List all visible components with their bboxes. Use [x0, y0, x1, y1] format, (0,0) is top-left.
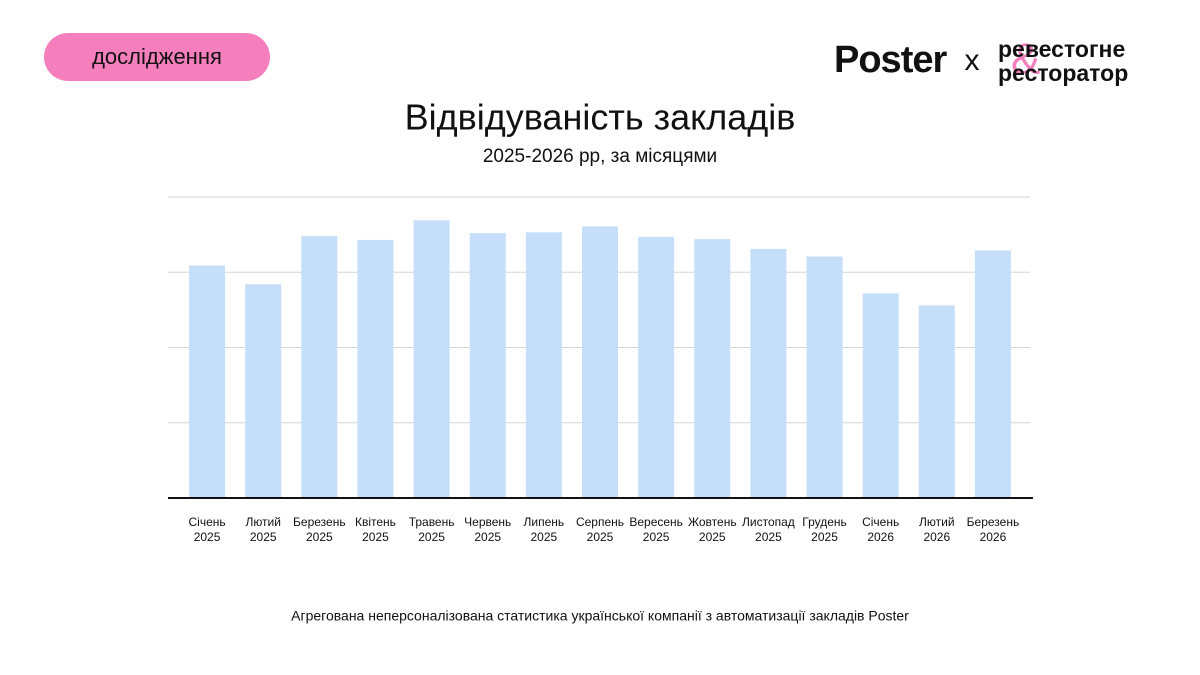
x-tick-month: Червень — [464, 515, 511, 529]
x-tick-month: Березень — [967, 515, 1020, 529]
x-tick-month: Лютий — [245, 515, 281, 529]
bar — [806, 256, 843, 498]
x-tick-year: 2026 — [923, 530, 950, 544]
x-tick-year: 2025 — [755, 530, 782, 544]
x-tick-month: Липень — [524, 515, 565, 529]
bar — [750, 248, 787, 498]
x-tick-label: Вересень 2025 — [629, 515, 683, 544]
x-tick-month: Грудень — [802, 515, 847, 529]
bar — [638, 236, 675, 498]
x-tick-year: 2025 — [811, 530, 838, 544]
x-tick-label: Травень 2025 — [409, 515, 455, 544]
bar — [189, 265, 226, 498]
bar — [245, 284, 282, 498]
x-tick-label: Січень 2026 — [862, 515, 899, 544]
x-tick-label: Березень 2025 — [293, 515, 346, 544]
bar — [525, 232, 562, 498]
x-tick-year: 2025 — [194, 530, 221, 544]
bar — [413, 220, 450, 498]
x-tick-label: Квітень 2025 — [355, 515, 396, 544]
x-tick-label: Червень 2025 — [464, 515, 511, 544]
x-tick-year: 2025 — [531, 530, 558, 544]
x-tick-month: Травень — [409, 515, 455, 529]
x-tick-year: 2025 — [306, 530, 333, 544]
x-tick-month: Березень — [293, 515, 346, 529]
x-tick-month: Серпень — [576, 515, 624, 529]
logo-separator: x — [965, 44, 980, 77]
x-tick-month: Вересень — [629, 515, 683, 529]
x-tick-label: Лютий 2026 — [919, 515, 955, 544]
x-tick-year: 2025 — [587, 530, 614, 544]
x-tick-label: Липень 2025 — [524, 515, 565, 544]
x-tick-month: Січень — [188, 515, 225, 529]
partner-logo-top: ревестогне — [998, 36, 1125, 62]
brand-logo: Poster — [834, 39, 947, 81]
bar — [357, 239, 394, 498]
partner-mark: & — [1011, 35, 1040, 84]
chart-title: Відвідуваність закладів — [405, 97, 796, 138]
x-tick-year: 2026 — [980, 530, 1007, 544]
bar — [974, 250, 1011, 498]
x-tick-month: Квітень — [355, 515, 396, 529]
x-tick-label: Січень 2025 — [188, 515, 225, 544]
x-tick-label: Листопад 2025 — [742, 515, 795, 544]
x-tick-month: Лютий — [919, 515, 955, 529]
x-tick-label: Березень 2026 — [967, 515, 1020, 544]
bar — [469, 233, 506, 498]
badge-text: дослідження — [92, 44, 222, 69]
x-tick-month: Жовтень — [688, 515, 737, 529]
x-tick-label: Жовтень 2025 — [688, 515, 737, 544]
chart-subtitle: 2025-2026 рр, за місяцями — [483, 146, 717, 167]
footnote: Агрегована неперсоналізована статистика … — [291, 608, 909, 624]
x-tick-year: 2025 — [250, 530, 277, 544]
x-tick-year: 2025 — [643, 530, 670, 544]
bar — [694, 239, 731, 498]
x-tick-year: 2025 — [362, 530, 389, 544]
x-tick-year: 2025 — [474, 530, 501, 544]
bar — [582, 226, 618, 498]
x-tick-label: Лютий 2025 — [245, 515, 281, 544]
badge — [44, 33, 270, 81]
x-tick-year: 2025 — [418, 530, 445, 544]
bar — [918, 305, 955, 498]
x-tick-month: Листопад — [742, 515, 795, 529]
x-tick-year: 2025 — [699, 530, 726, 544]
partner-logo-bottom: ресторатор — [998, 60, 1128, 86]
x-tick-month: Січень — [862, 515, 899, 529]
bar — [301, 236, 338, 498]
x-tick-year: 2026 — [867, 530, 894, 544]
bar — [862, 293, 899, 498]
x-tick-label: Грудень 2025 — [802, 515, 847, 544]
x-tick-label: Серпень 2025 — [576, 515, 624, 544]
